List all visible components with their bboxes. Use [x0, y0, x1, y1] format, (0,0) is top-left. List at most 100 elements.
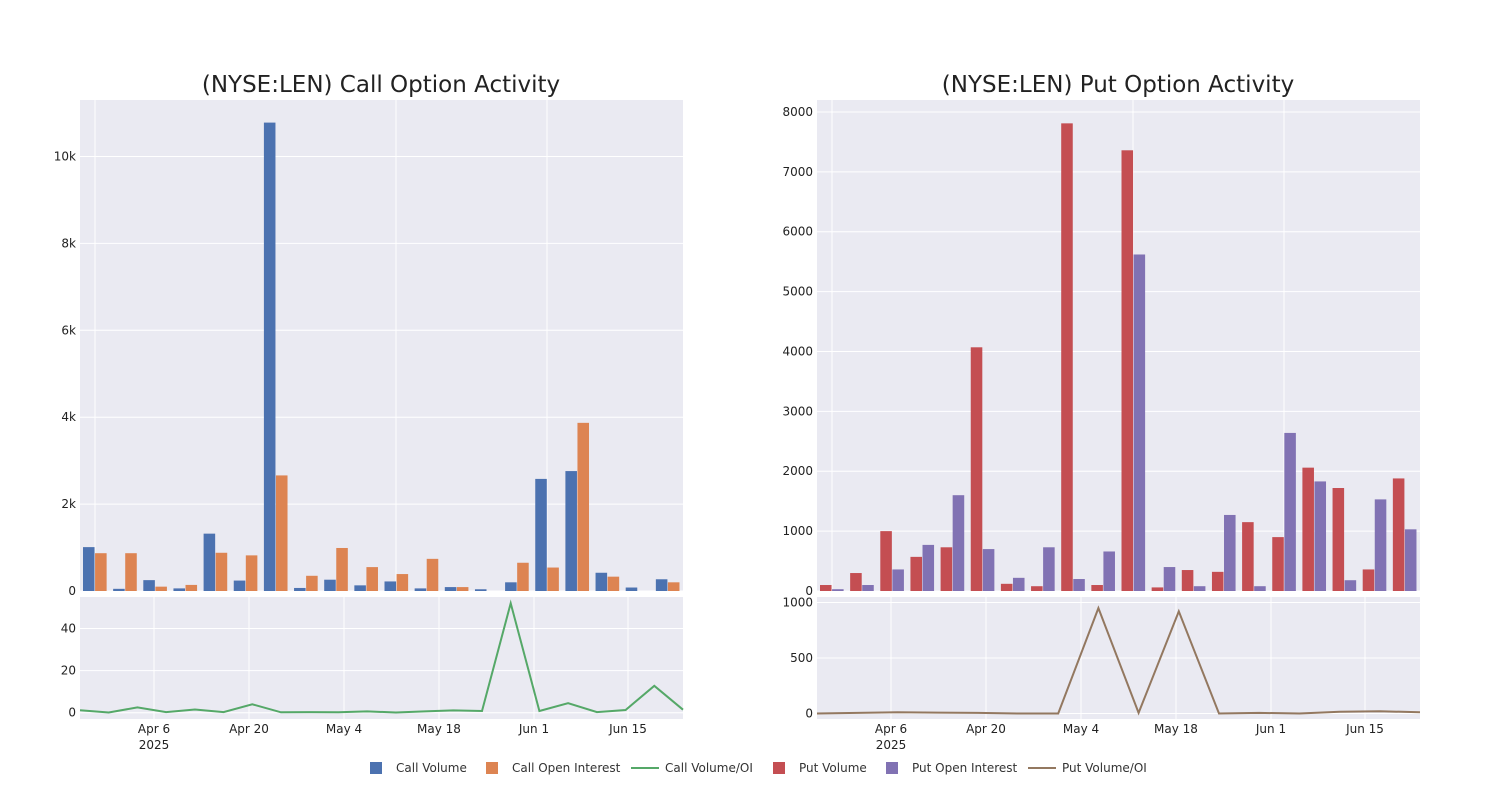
- call-ratio-year-label: 2025: [139, 738, 170, 752]
- put-bar-put-volume: [910, 556, 923, 591]
- put-bar-put-volume: [940, 547, 953, 591]
- put-ytick-label: 8000: [782, 105, 813, 119]
- put-ytick-label: 1000: [782, 524, 813, 538]
- put-bar-put-volume: [1392, 478, 1405, 591]
- put-ytick-label: 5000: [782, 285, 813, 299]
- put-ratio-ytick-label: 0: [805, 706, 813, 720]
- legend-label-put-volume: Put Volume: [799, 761, 867, 775]
- call-ratio-line-call-volume-oi: [79, 599, 684, 714]
- call-ratio-ytick-label: 0: [68, 706, 76, 720]
- put-bar-put-open-interest: [1254, 586, 1266, 591]
- put-bar-put-open-interest: [1163, 567, 1176, 591]
- put-bar-put-volume: [1242, 522, 1254, 591]
- call-chart-title: (NYSE:LEN) Call Option Activity: [202, 72, 560, 98]
- call-bar-call-volume: [113, 588, 125, 591]
- call-bar-call-open-interest: [155, 586, 167, 591]
- call-ratio-xtick-label: Jun 1: [518, 722, 549, 736]
- call-bar-call-open-interest: [426, 558, 439, 591]
- put-bar-put-volume: [850, 573, 862, 591]
- call-ytick-label: 4k: [61, 410, 76, 424]
- call-ratio-ytick-label: 20: [61, 664, 76, 678]
- call-bar-call-volume: [173, 588, 186, 591]
- call-bar-call-volume: [444, 587, 457, 591]
- call-bar-call-open-interest: [366, 567, 378, 591]
- put-bar-put-volume: [1121, 150, 1134, 592]
- call-ytick-label: 6k: [61, 323, 76, 337]
- put-bar-put-open-interest: [1224, 514, 1236, 591]
- call-bar-call-open-interest: [275, 475, 288, 591]
- call-ytick-label: 2k: [61, 497, 76, 511]
- put-bar-put-open-interest: [1314, 481, 1327, 591]
- put-bar-put-volume: [1061, 123, 1073, 591]
- call-bar-call-open-interest: [306, 575, 318, 591]
- call-ratio-xtick-label: May 4: [326, 722, 362, 736]
- legend-swatch-call-volume: [370, 762, 382, 774]
- call-bar-call-open-interest: [547, 567, 559, 591]
- call-bar-call-volume: [474, 589, 487, 591]
- put-bar-put-open-interest: [1404, 529, 1417, 591]
- call-bar-call-volume: [565, 471, 577, 591]
- put-bar-put-volume: [820, 585, 832, 591]
- put-bar-put-volume: [1000, 583, 1013, 591]
- put-bar-put-open-interest: [1043, 547, 1055, 591]
- put-bar-put-open-interest: [952, 495, 965, 591]
- put-ratio-ytick-label: 1000: [782, 596, 813, 610]
- put-bar-plot-area: [817, 100, 1420, 591]
- legend-label-call-volume-oi: Call Volume/OI: [665, 761, 753, 775]
- put-bar-put-open-interest: [1073, 579, 1085, 591]
- call-bar-call-volume: [83, 547, 95, 591]
- legend-swatch-put-volume: [773, 762, 785, 774]
- legend-swatch-call-open-interest: [486, 762, 498, 774]
- put-bar-put-volume: [1091, 585, 1103, 591]
- call-ratio-xtick-label: Apr 6: [138, 722, 170, 736]
- put-bar-put-open-interest: [922, 544, 935, 591]
- call-bar-call-open-interest: [336, 547, 348, 591]
- put-bar-put-volume: [1211, 571, 1224, 591]
- call-ratio-ytick-label: 40: [61, 622, 76, 636]
- put-ratio-year-label: 2025: [876, 738, 907, 752]
- call-bar-call-volume: [263, 122, 276, 591]
- put-bar-put-open-interest: [1103, 551, 1115, 591]
- call-bar-call-open-interest: [607, 576, 620, 591]
- call-bar-call-volume: [414, 588, 427, 591]
- call-ratio-xtick-label: Apr 20: [229, 722, 269, 736]
- call-ytick-label: 0: [68, 584, 76, 598]
- put-ratio-xtick-label: Jun 15: [1345, 722, 1384, 736]
- call-ytick-label: 8k: [61, 236, 76, 250]
- put-bar-put-open-interest: [832, 589, 844, 591]
- put-ytick-label: 2000: [782, 464, 813, 478]
- call-bar-call-volume: [354, 585, 366, 591]
- put-bar-put-open-interest: [982, 549, 995, 591]
- put-ratio-xtick-label: Jun 1: [1255, 722, 1286, 736]
- put-bar-put-open-interest: [892, 569, 904, 591]
- call-ratio-xtick-label: Jun 15: [608, 722, 647, 736]
- put-ratio-line-put-volume-oi: [816, 605, 1421, 716]
- call-bar-call-volume: [384, 581, 397, 591]
- call-bar-call-volume: [324, 579, 336, 591]
- put-bar-put-volume: [970, 347, 983, 591]
- put-bar-put-open-interest: [1133, 254, 1146, 592]
- call-bar-plot-area: [80, 100, 683, 591]
- call-bar-call-open-interest: [245, 555, 258, 591]
- call-bar-call-open-interest: [125, 553, 137, 591]
- put-bar-put-volume: [1181, 570, 1194, 591]
- call-ratio-plot-area: [80, 597, 683, 719]
- call-bar-call-open-interest: [577, 422, 590, 591]
- put-bar-put-volume: [1362, 569, 1375, 591]
- put-ytick-label: 7000: [782, 165, 813, 179]
- call-bar-call-open-interest: [215, 552, 228, 591]
- call-bar-call-open-interest: [667, 582, 680, 591]
- call-bar-call-open-interest: [185, 584, 198, 591]
- put-bar-put-volume: [1302, 467, 1314, 591]
- call-bar-call-volume: [294, 587, 306, 591]
- put-ytick-label: 3000: [782, 404, 813, 418]
- call-bar-call-volume: [625, 587, 638, 591]
- call-bar-call-open-interest: [456, 587, 469, 591]
- put-bar-put-open-interest: [1012, 577, 1025, 591]
- put-bar-put-volume: [880, 531, 892, 591]
- call-ytick-label: 10k: [54, 149, 76, 163]
- put-ratio-xtick-label: May 4: [1063, 722, 1099, 736]
- put-ytick-label: 0: [805, 584, 813, 598]
- put-ytick-label: 4000: [782, 344, 813, 358]
